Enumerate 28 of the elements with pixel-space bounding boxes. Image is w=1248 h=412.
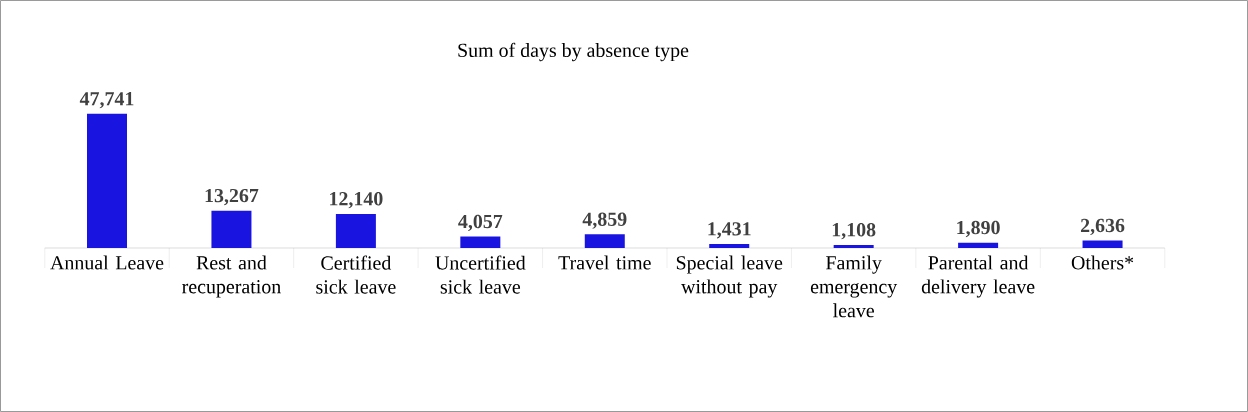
data-label: 47,741: [79, 92, 134, 109]
bar: [211, 210, 252, 248]
bar: [709, 243, 750, 248]
bar: [1082, 240, 1123, 248]
bar: [87, 113, 127, 248]
x-tick-label: Others*: [1071, 255, 1134, 270]
chart-title: Sum of days by absence type: [458, 42, 689, 62]
data-label: 13,267: [205, 188, 259, 206]
bar: [958, 242, 999, 248]
data-label: 1,108: [832, 223, 876, 240]
bar: [833, 244, 874, 248]
data-label: 1,890: [957, 220, 1000, 238]
data-label: 12,140: [330, 192, 383, 209]
x-tick-label: Special leave without pay: [676, 255, 783, 298]
x-tick-label: Certified sick leave: [316, 255, 396, 294]
x-tick-label: Rest and recuperation: [182, 255, 281, 298]
data-label: 2,636: [1080, 218, 1125, 236]
x-tick-label: Travel time: [558, 255, 651, 270]
bar: [460, 236, 501, 248]
x-tick-label: Uncertified sick leave: [435, 255, 526, 294]
bar: [584, 234, 625, 248]
bar: [335, 213, 376, 248]
data-label: 4,859: [582, 212, 627, 229]
x-tick-label: Family emergency leave: [810, 255, 898, 318]
x-tick-label: Annual Leave: [50, 255, 164, 270]
data-label: 1,431: [708, 222, 751, 239]
data-label: 4,057: [458, 214, 503, 232]
x-tick-label: Parental and delivery leave: [921, 255, 1035, 298]
